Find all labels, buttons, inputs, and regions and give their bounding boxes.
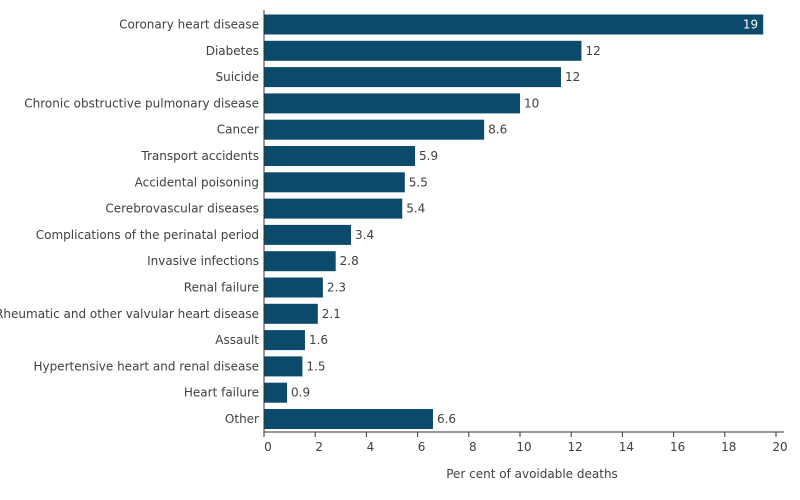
category-labels-group: Coronary heart disease Diabetes Suicide Chr…: [0, 18, 259, 427]
category-label: Complications of the perinatal period: [36, 228, 259, 242]
bar: [264, 251, 336, 272]
bar: [264, 409, 433, 429]
x-tick-label: 12: [568, 440, 583, 454]
category-label: Heart failure: [184, 386, 259, 400]
category-label: Invasive infections: [147, 254, 259, 268]
category-label: Suicide: [216, 70, 260, 84]
category-label: Accidental poisoning: [135, 175, 259, 189]
category-label: Chronic obstructive pulmonary disease: [24, 96, 259, 110]
bar: [264, 198, 403, 219]
value-label: 12: [565, 70, 580, 84]
x-tick-label: 0: [264, 440, 272, 454]
bar: [264, 277, 323, 298]
bar: [264, 382, 288, 403]
x-tick-label: 4: [367, 440, 375, 454]
x-tick-label: 14: [619, 440, 634, 454]
value-label: 2.8: [340, 254, 359, 268]
bar: [264, 14, 764, 35]
bar: [264, 146, 416, 166]
value-label: 6.6: [437, 412, 456, 426]
category-label: Other: [225, 412, 259, 426]
category-label: Assault: [215, 333, 259, 347]
category-label: Coronary heart disease: [119, 18, 259, 32]
value-label: 5.4: [406, 202, 425, 216]
bars-group: [264, 14, 764, 429]
x-tick-label: 6: [418, 440, 426, 454]
category-label: Cancer: [217, 123, 259, 137]
value-label: 2.3: [327, 281, 346, 295]
x-tick-label: 2: [315, 440, 323, 454]
bar: [264, 93, 520, 114]
category-label: Transport accidents: [140, 149, 259, 163]
category-label: Hypertensive heart and renal disease: [33, 359, 259, 373]
value-label: 5.5: [409, 175, 428, 189]
bar: [264, 119, 485, 140]
value-label: 8.6: [488, 123, 507, 137]
bar: [264, 40, 582, 61]
x-tick-label: 16: [670, 440, 685, 454]
x-tick-label: 8: [469, 440, 477, 454]
bar: [264, 67, 561, 88]
value-label: 12: [585, 44, 600, 58]
value-label: 0.9: [291, 386, 310, 400]
value-label: 2.1: [322, 307, 341, 321]
bar: [264, 330, 305, 351]
value-label: 1.5: [306, 359, 325, 373]
category-label: Renal failure: [184, 281, 259, 295]
bar: [264, 356, 303, 377]
x-ticks-group: 0 2 4 6 8 10 12 14 16 18 20: [263, 432, 788, 454]
x-axis: [263, 10, 784, 433]
bar: [264, 172, 405, 193]
x-tick-label: 20: [772, 440, 787, 454]
x-axis-title: Per cent of avoidable deaths: [446, 467, 618, 481]
value-label: 1.6: [309, 333, 328, 347]
x-tick-label: 18: [721, 440, 736, 454]
value-label: 10: [524, 96, 539, 110]
value-label: 5.9: [419, 149, 438, 163]
category-label: Rheumatic and other valvular heart disea…: [0, 307, 259, 321]
category-label: Diabetes: [206, 44, 259, 58]
value-label: 19: [743, 18, 758, 32]
value-label: 3.4: [355, 228, 374, 242]
value-labels-group: 19 12 12 10 8.6 5.9 5.5 5.4 3.4 2.8 2.3 2.1 1.6 1.5 0.…: [291, 18, 758, 427]
category-label: Cerebrovascular diseases: [105, 202, 259, 216]
bar: [264, 303, 318, 324]
bar: [264, 224, 352, 245]
x-tick-label: 10: [516, 440, 531, 454]
